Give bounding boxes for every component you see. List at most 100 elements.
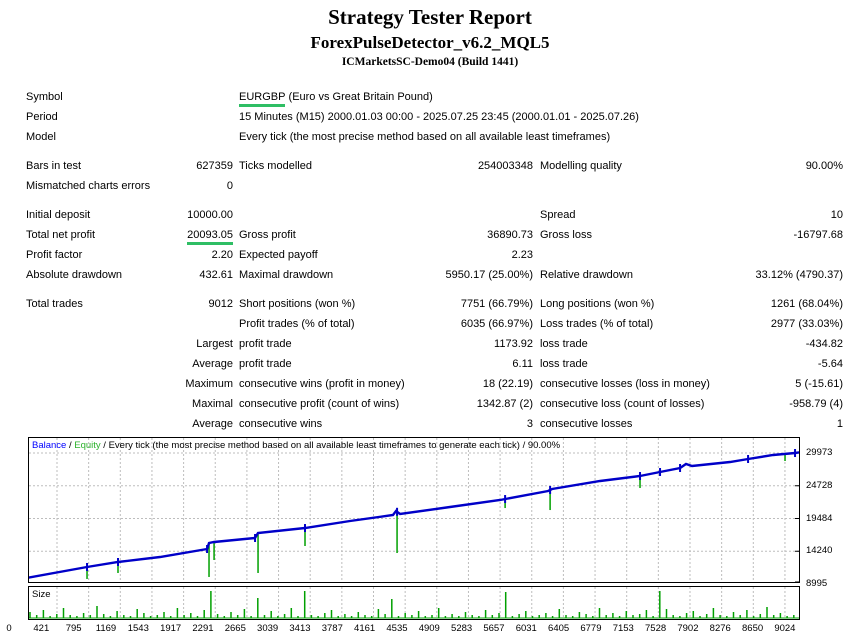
report-label-2: Gross profit: [239, 229, 296, 241]
legend-method-text: / Every tick (the most precise method ba…: [100, 440, 561, 451]
report-value-text: 10000.00: [187, 209, 233, 221]
x-axis-label: 421: [33, 623, 50, 634]
report-value: 627359: [161, 156, 233, 176]
report-value-2: 1342.87 (2): [476, 398, 533, 410]
report-value: Maximum: [161, 374, 233, 394]
x-axis-label: 8276: [709, 623, 731, 634]
report-value-text: 627359: [196, 160, 233, 172]
report-label-3: [533, 245, 736, 265]
symbol-underlined: EURGBP: [239, 91, 286, 107]
balance-chart-border: [28, 437, 800, 583]
report-label-2: [233, 176, 426, 196]
balance-equity-chart: [28, 437, 800, 583]
report-label-2: Maximal drawdown: [239, 269, 334, 281]
balance-line: [28, 451, 800, 579]
report-value-3: 2977 (33.03%): [770, 318, 843, 330]
x-axis-label: 5657: [483, 623, 505, 634]
report-value: Largest: [161, 334, 233, 354]
report-label-3: Spread: [540, 209, 576, 221]
report-label-3: Gross loss: [540, 229, 592, 241]
report-value: Maximal: [161, 394, 233, 414]
report-value: 10000.00: [161, 205, 233, 225]
report-row: Total net profit 20093.05 Gross profit 3689…: [26, 225, 860, 245]
report-value: 9012: [161, 294, 233, 314]
x-axis-label: 3787: [321, 623, 343, 634]
x-axis-label: 1917: [160, 623, 182, 634]
report-label-2: Short positions (won %): [239, 298, 356, 310]
x-axis-label: 4909: [418, 623, 440, 634]
report-row: Maximum consecutive wins (profit in money…: [26, 374, 860, 394]
y-axis-label: 19484: [806, 512, 833, 524]
x-axis-label: 3039: [257, 623, 279, 634]
report-label-3: [533, 176, 736, 196]
report-row: Period 15 Minutes (M15) 2000.01.03 00:00 …: [26, 107, 860, 127]
x-axis-label: 5283: [451, 623, 473, 634]
legend-equity-label: Equity: [74, 440, 101, 451]
report-label-2: consecutive wins: [239, 418, 323, 430]
y-axis-label: 24728: [806, 479, 833, 491]
report-label-3: Long positions (won %): [540, 298, 655, 310]
report-row: Profit trades (% of total) 6035 (66.97%) L…: [26, 314, 860, 334]
x-axis-label: 1543: [127, 623, 149, 634]
report-value-text: 0: [226, 180, 233, 192]
x-axis-label: 7528: [645, 623, 667, 634]
size-chart-title: Size: [32, 589, 51, 600]
size-chart: [28, 586, 800, 620]
report-value: 20093.05: [161, 225, 233, 245]
report-label: Absolute drawdown: [26, 269, 123, 281]
report-value: [161, 314, 233, 334]
report-row: Average consecutive wins 3 consecutive loss…: [26, 414, 860, 434]
report-value-3: -5.64: [817, 358, 843, 370]
report-value-3: [736, 176, 843, 196]
report-label: Total net profit: [26, 229, 96, 241]
x-axis-label: 1169: [95, 623, 117, 634]
report-label-3: Relative drawdown: [540, 269, 633, 281]
report-label: [26, 374, 161, 394]
report-row: Average profit trade 6.11 loss trade -5.64: [26, 354, 860, 374]
report-label-2: Profit trades (% of total): [239, 318, 355, 330]
report-table: Symbol EURGBP (Euro vs Great Britain Poun…: [26, 87, 860, 434]
report-value-3: 33.12% (4790.37): [755, 269, 843, 281]
report-label-3: Loss trades (% of total): [540, 318, 654, 330]
y-axis-label: 14240: [806, 545, 833, 557]
report-value-3: 1: [836, 418, 843, 430]
report-wide-text: (Euro vs Great Britain Pound): [285, 91, 433, 103]
report-label-2: Ticks modelled: [239, 160, 312, 172]
report-value-2: 36890.73: [487, 229, 533, 241]
report-label: Bars in test: [26, 160, 82, 172]
report-value-2: 7751 (66.79%): [460, 298, 533, 310]
report-row: Largest profit trade 1173.92 loss trade -434…: [26, 334, 860, 354]
report-label-2: Expected payoff: [239, 249, 318, 261]
report-value-2: 6035 (66.97%): [460, 318, 533, 330]
report-label: [26, 414, 161, 434]
report-label: Symbol: [26, 91, 63, 103]
report-value-3: -434.82: [805, 338, 843, 350]
row-group-gap: [26, 196, 860, 205]
x-axis-label: 2665: [224, 623, 246, 634]
y-axis-label: 29973: [806, 447, 833, 458]
report-wide-value: Every tick (the most precise method base…: [233, 127, 843, 147]
report-value-3: 1261 (68.04%): [770, 298, 843, 310]
report-label-2: consecutive profit (count of wins): [239, 398, 400, 410]
report-wide-text: 15 Minutes (M15) 2000.01.03 00:00 - 2025…: [239, 111, 639, 123]
row-group-gap: [26, 147, 860, 156]
report-label: [26, 354, 161, 374]
net-profit-underlined: 20093.05: [187, 229, 233, 245]
report-row: Mismatched charts errors 0: [26, 176, 860, 196]
x-axis-label: 6779: [580, 623, 602, 634]
report-value-3: -16797.68: [793, 229, 843, 241]
report-label: Period: [26, 111, 58, 123]
report-label-3: Modelling quality: [540, 160, 622, 172]
report-value-3: [736, 245, 843, 265]
x-axis-label: 7902: [677, 623, 699, 634]
report-row: Maximal consecutive profit (count of wins…: [26, 394, 860, 414]
x-axis-label: 0: [6, 623, 12, 634]
report-row: Absolute drawdown 432.61 Maximal drawdown 5…: [26, 265, 860, 285]
report-label: [26, 394, 161, 414]
x-axis-label: 9024: [774, 623, 796, 634]
report-label: [26, 334, 161, 354]
report-value-3: -958.79 (4): [789, 398, 843, 410]
report-value: 0: [161, 176, 233, 196]
report-label-3: consecutive loss (count of losses): [540, 398, 705, 410]
report-value-2: [426, 205, 533, 225]
